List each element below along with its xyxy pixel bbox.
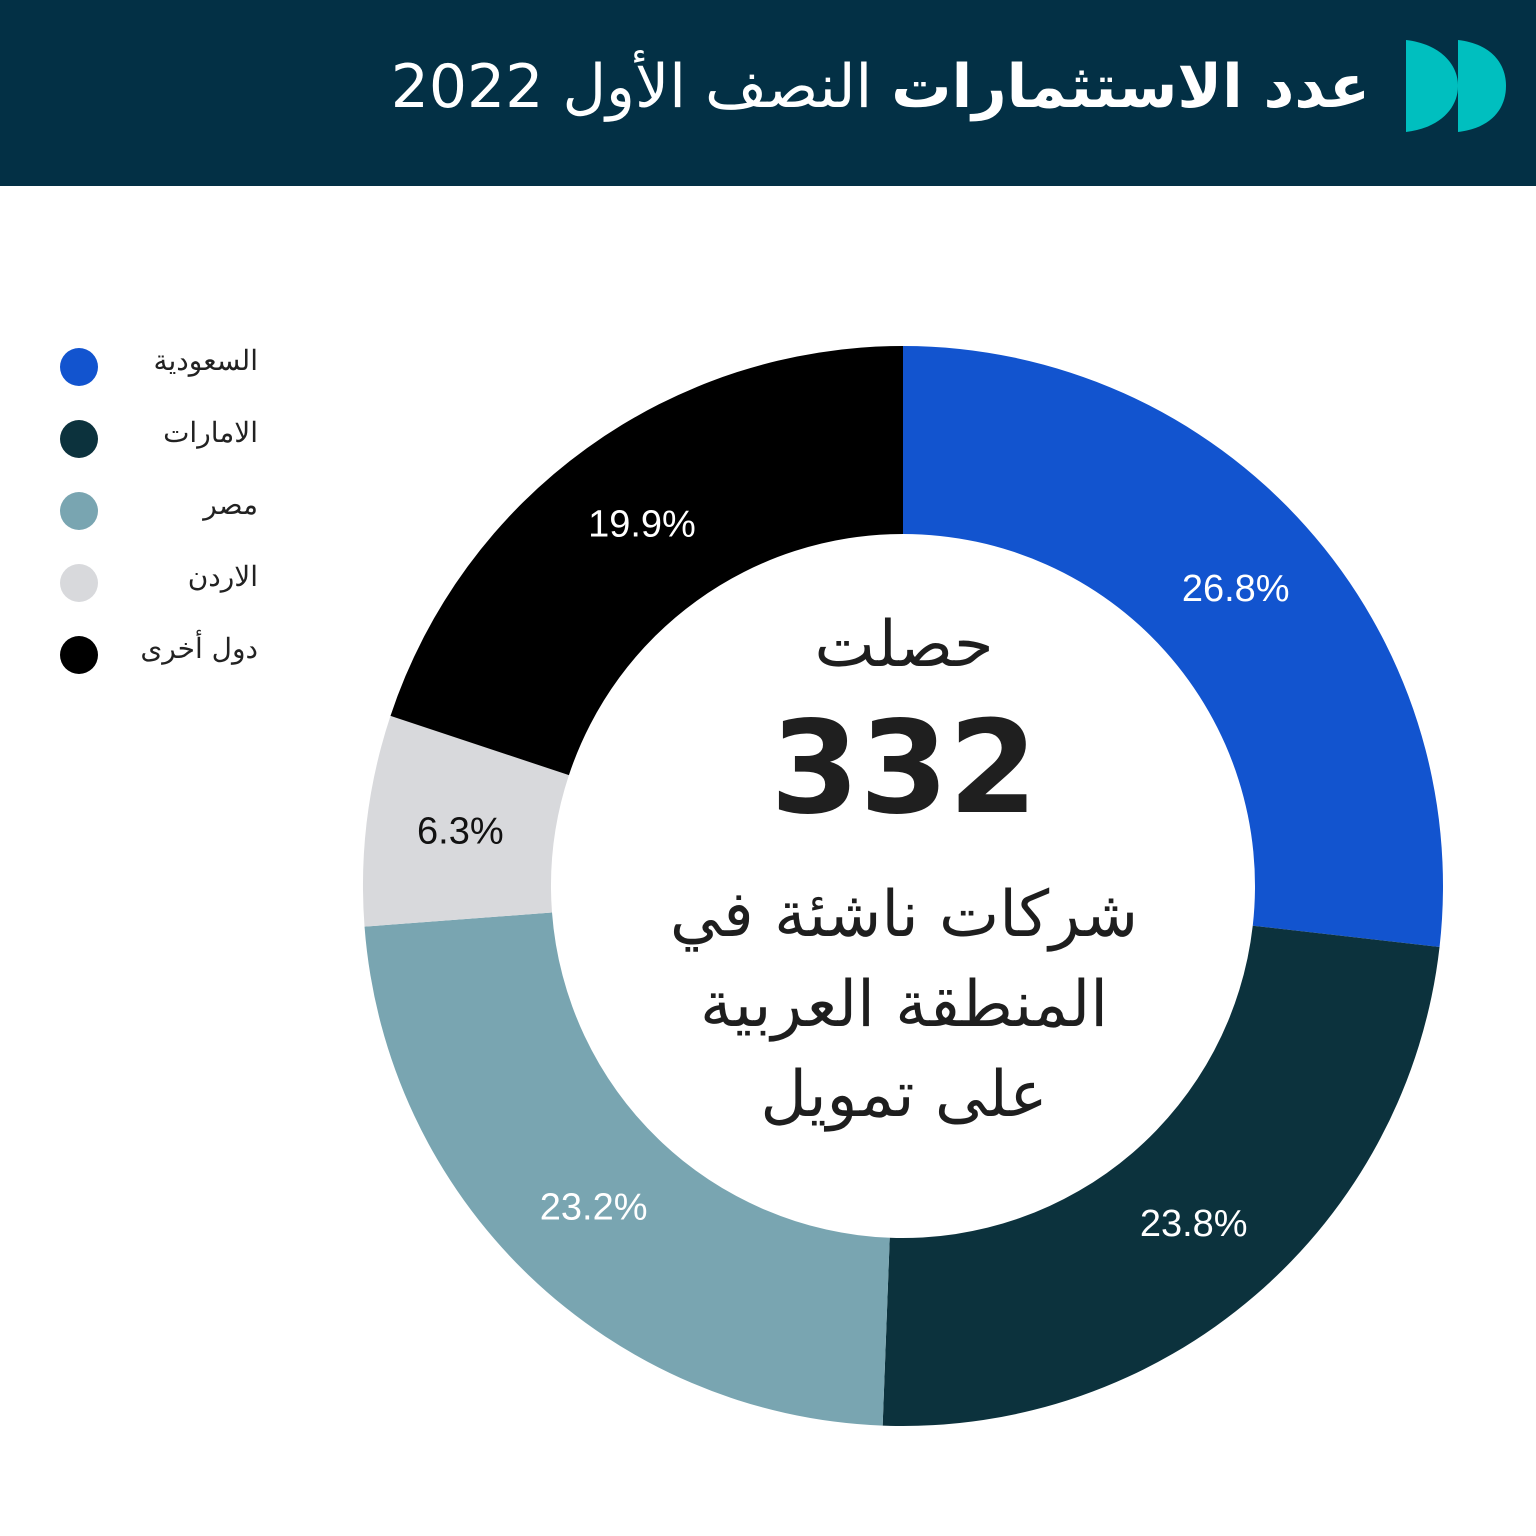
legend-label-jordan: الاردن bbox=[187, 560, 258, 593]
legend-dot-saudi bbox=[60, 348, 98, 386]
legend-label-uae: الامارات bbox=[163, 416, 258, 449]
legend-label-others: دول أخرى bbox=[140, 632, 258, 665]
legend-dot-jordan bbox=[60, 564, 98, 602]
legend-item-saudi: السعودية bbox=[40, 330, 270, 402]
slice-label-others: 19.9% bbox=[588, 503, 696, 545]
slice-label-egypt: 23.2% bbox=[540, 1186, 648, 1228]
legend-dot-egypt bbox=[60, 492, 98, 530]
title-bold: عدد الاستثمارات bbox=[891, 52, 1370, 122]
center-caption: شركات ناشئة في المنطقة العربية على تمويل bbox=[604, 870, 1204, 1140]
center-number: 332 bbox=[770, 694, 1038, 843]
legend-item-uae: الامارات bbox=[40, 402, 270, 474]
donut-slice-uae bbox=[882, 925, 1440, 1427]
donut-slice-egypt bbox=[364, 912, 890, 1426]
donut-slice-others bbox=[390, 346, 904, 776]
legend-label-saudi: السعودية bbox=[153, 344, 258, 377]
center-caption-line-1: شركات ناشئة في bbox=[669, 878, 1139, 952]
center-top-text: حصلت bbox=[814, 608, 994, 682]
center-caption-line-3: على تمويل bbox=[760, 1058, 1048, 1132]
legend-item-egypt: مصر bbox=[40, 474, 270, 546]
slice-label-jordan: 6.3% bbox=[417, 810, 504, 852]
slice-label-saudi: 26.8% bbox=[1182, 568, 1290, 610]
donut-hole bbox=[552, 535, 1254, 1237]
legend-item-jordan: الاردن bbox=[40, 546, 270, 618]
donut-slice-jordan bbox=[362, 715, 569, 927]
donut-center-text: حصلت 332 شركات ناشئة في المنطقة العربية … bbox=[604, 600, 1204, 1160]
legend-item-others: دول أخرى bbox=[40, 618, 270, 690]
legend-dot-others bbox=[60, 636, 98, 674]
legend-dot-uae bbox=[60, 420, 98, 458]
slice-label-uae: 23.8% bbox=[1140, 1203, 1248, 1245]
double-leaf-logo-icon bbox=[1406, 40, 1506, 132]
page-title: عدد الاستثمارات النصف الأول 2022 bbox=[391, 44, 1370, 130]
header-bar: عدد الاستثمارات النصف الأول 2022 bbox=[0, 0, 1536, 186]
center-caption-line-2: المنطقة العربية bbox=[699, 968, 1109, 1042]
legend-label-egypt: مصر bbox=[203, 488, 258, 521]
title-regular: النصف الأول 2022 bbox=[390, 52, 873, 122]
donut-slice-saudi bbox=[903, 346, 1443, 947]
